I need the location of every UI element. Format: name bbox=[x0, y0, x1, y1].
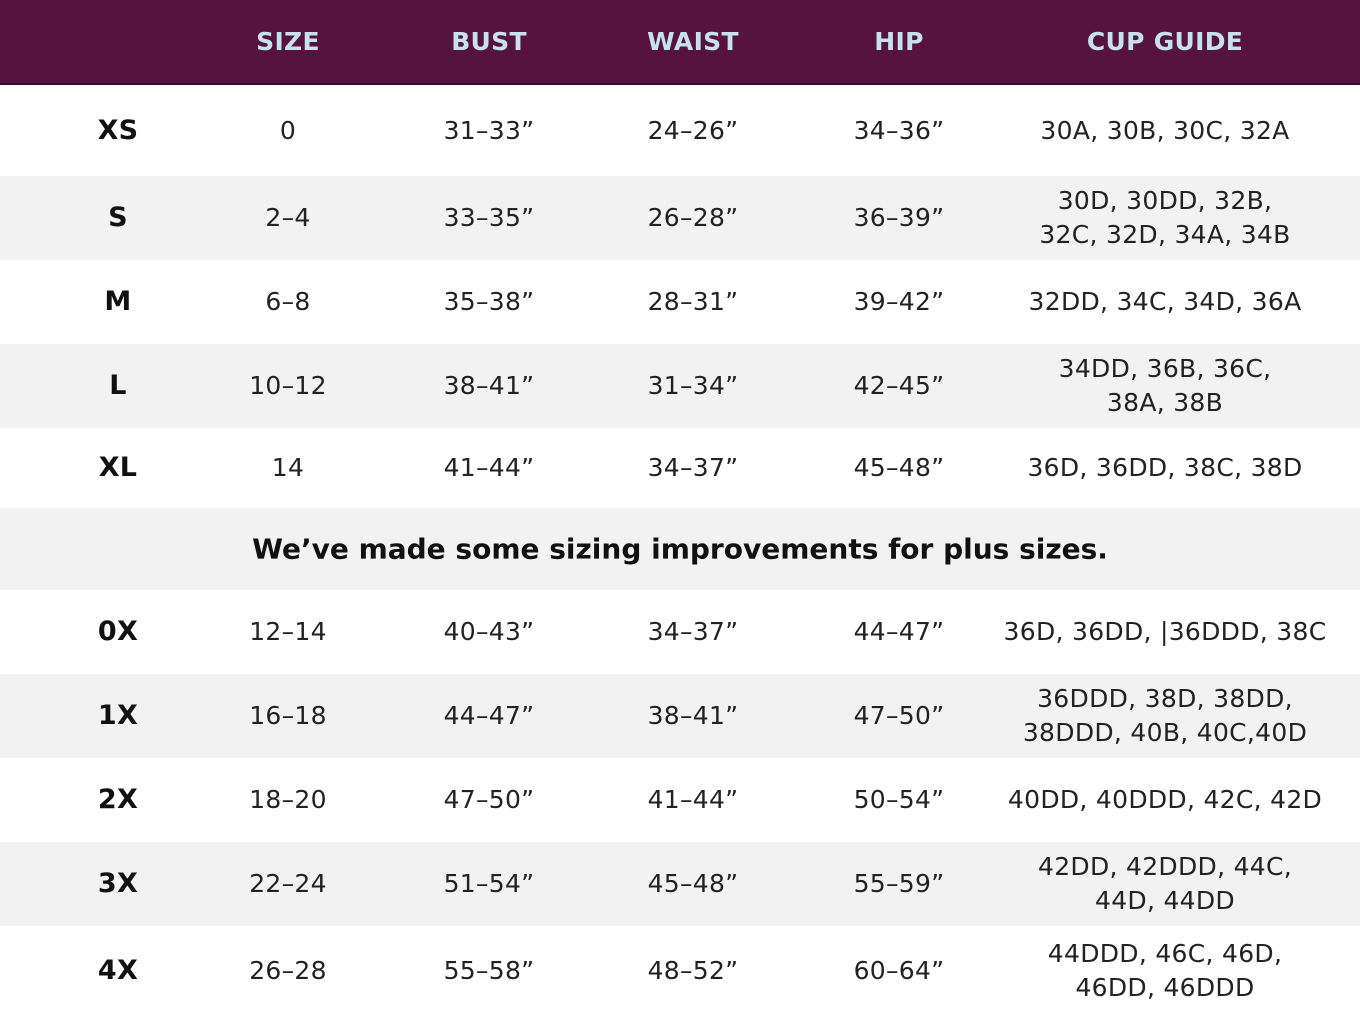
bust-value: 55–58” bbox=[443, 956, 535, 985]
header-bust: BUST bbox=[451, 26, 527, 56]
numeric-size: 2–4 bbox=[265, 203, 311, 232]
table-row: M 6–8 35–38” 28–31” 39–42” 32DD, 34C, 34D, 36… bbox=[0, 260, 1360, 344]
cup-guide-line: 46DD, 46DDD bbox=[1075, 973, 1255, 1002]
hip-value: 47–50” bbox=[853, 701, 945, 730]
cup-guide-value: 32DD, 34C, 34D, 36A bbox=[1029, 285, 1302, 319]
waist-value: 45–48” bbox=[647, 869, 739, 898]
numeric-size: 10–12 bbox=[249, 371, 327, 400]
numeric-size: 18–20 bbox=[249, 785, 327, 814]
cup-guide-line: 32DD, 34C, 34D, 36A bbox=[1028, 287, 1302, 316]
cup-guide-value: 36D, 36DD, 38C, 38D bbox=[1027, 451, 1302, 485]
numeric-size: 12–14 bbox=[249, 617, 327, 646]
bust-value: 35–38” bbox=[443, 287, 535, 316]
bust-value: 41–44” bbox=[443, 453, 535, 482]
table-row: 1X 16–18 44–47” 38–41” 47–50” 36DDD, 38D, 38D… bbox=[0, 674, 1360, 758]
cup-guide-value: 42DD, 42DDD, 44C, 44D, 44DD bbox=[1038, 850, 1292, 918]
cup-guide-line: 34DD, 36B, 36C, bbox=[1058, 354, 1272, 383]
cup-guide-line: 30A, 30B, 30C, 32A bbox=[1040, 115, 1290, 145]
cup-guide-value: 40DD, 40DDD, 42C, 42D bbox=[1008, 783, 1322, 817]
table-row: L 10–12 38–41” 31–34” 42–45” 34DD, 36B, 36C, 3… bbox=[0, 344, 1360, 428]
cup-guide-line: 40DD, 40DDD, 42C, 42D bbox=[1007, 785, 1323, 814]
bust-value: 38–41” bbox=[443, 371, 535, 400]
cup-guide-value: 30D, 30DD, 32B, 32C, 32D, 34A, 34B bbox=[1039, 184, 1290, 252]
table-row: 2X 18–20 47–50” 41–44” 50–54” 40DD, 40DDD, 42… bbox=[0, 758, 1360, 842]
cup-guide-line: 32C, 32D, 34A, 34B bbox=[1039, 220, 1291, 249]
cup-guide-value: 36DDD, 38D, 38DD, 38DDD, 40B, 40C,40D bbox=[1023, 682, 1307, 750]
bust-value: 31–33” bbox=[443, 115, 535, 145]
cup-guide-value: 44DDD, 46C, 46D, 46DD, 46DDD bbox=[1048, 937, 1282, 1005]
numeric-size: 22–24 bbox=[249, 869, 327, 898]
waist-value: 34–37” bbox=[647, 453, 739, 482]
table-row: 4X 26–28 55–58” 48–52” 60–64” 44DDD, 46C, 46D… bbox=[0, 926, 1360, 1016]
size-label: 4X bbox=[97, 955, 139, 986]
numeric-size: 0 bbox=[279, 115, 297, 145]
size-label: 0X bbox=[97, 616, 139, 647]
waist-value: 31–34” bbox=[647, 371, 739, 400]
cup-guide-line: 36D, 36DD, |36DDD, 38C bbox=[1003, 617, 1327, 646]
cup-guide-line: 30D, 30DD, 32B, bbox=[1057, 186, 1273, 215]
hip-value: 42–45” bbox=[853, 371, 945, 400]
hip-value: 55–59” bbox=[853, 869, 945, 898]
bust-value: 40–43” bbox=[443, 617, 535, 646]
hip-value: 39–42” bbox=[853, 287, 945, 316]
bust-value: 44–47” bbox=[443, 701, 535, 730]
table-row: 0X 12–14 40–43” 34–37” 44–47” 36D, 36DD, |36D… bbox=[0, 590, 1360, 674]
cup-guide-line: 36D, 36DD, 38C, 38D bbox=[1027, 453, 1303, 482]
hip-value: 50–54” bbox=[853, 785, 945, 814]
size-label: S bbox=[108, 202, 128, 233]
cup-guide-value: 30A, 30B, 30C, 32A bbox=[1040, 114, 1289, 148]
cup-guide-line: 38DDD, 40B, 40C,40D bbox=[1022, 718, 1308, 747]
hip-value: 36–39” bbox=[853, 203, 945, 232]
size-label: 1X bbox=[97, 700, 139, 731]
waist-value: 48–52” bbox=[647, 956, 739, 985]
table-row: 3X 22–24 51–54” 45–48” 55–59” 42DD, 42DDD, 44… bbox=[0, 842, 1360, 926]
plus-size-note-row: We’ve made some sizing improvements for … bbox=[0, 508, 1360, 590]
bust-value: 33–35” bbox=[443, 203, 535, 232]
header-size: SIZE bbox=[256, 26, 320, 56]
table-row: XS 0 31–33” 24–26” 34–36” 30A, 30B, 30C, 32A bbox=[0, 85, 1360, 176]
size-label: M bbox=[104, 286, 132, 317]
cup-guide-line: 44DDD, 46C, 46D, bbox=[1047, 939, 1283, 968]
waist-value: 38–41” bbox=[647, 701, 739, 730]
cup-guide-line: 42DD, 42DDD, 44C, bbox=[1038, 852, 1292, 881]
waist-value: 24–26” bbox=[647, 115, 739, 145]
waist-value: 28–31” bbox=[647, 287, 739, 316]
hip-value: 60–64” bbox=[853, 956, 945, 985]
cup-guide-value: 36D, 36DD, |36DDD, 38C bbox=[1004, 615, 1327, 649]
hip-value: 34–36” bbox=[853, 115, 945, 145]
bust-value: 51–54” bbox=[443, 869, 535, 898]
waist-value: 41–44” bbox=[647, 785, 739, 814]
cup-guide-line: 38A, 38B bbox=[1106, 388, 1224, 417]
numeric-size: 16–18 bbox=[249, 701, 327, 730]
cup-guide-line: 44D, 44DD bbox=[1095, 886, 1235, 915]
table-row: S 2–4 33–35” 26–28” 36–39” 30D, 30DD, 32B, 32C… bbox=[0, 176, 1360, 260]
table-header: SIZE BUST WAIST HIP CUP GUIDE bbox=[0, 0, 1360, 85]
numeric-size: 6–8 bbox=[265, 287, 311, 316]
header-cup-guide: CUP GUIDE bbox=[1086, 26, 1244, 56]
size-label: L bbox=[109, 370, 127, 401]
hip-value: 45–48” bbox=[853, 453, 945, 482]
waist-value: 26–28” bbox=[647, 203, 739, 232]
header-hip: HIP bbox=[874, 26, 924, 56]
hip-value: 44–47” bbox=[853, 617, 945, 646]
size-label: 3X bbox=[97, 868, 139, 899]
cup-guide-value: 34DD, 36B, 36C, 38A, 38B bbox=[1059, 352, 1272, 420]
size-label: XL bbox=[98, 452, 138, 483]
waist-value: 34–37” bbox=[647, 617, 739, 646]
numeric-size: 14 bbox=[271, 453, 305, 482]
bust-value: 47–50” bbox=[443, 785, 535, 814]
header-waist: WAIST bbox=[647, 26, 739, 56]
size-label: 2X bbox=[97, 784, 139, 815]
numeric-size: 26–28 bbox=[249, 956, 327, 985]
cup-guide-line: 36DDD, 38D, 38DD, bbox=[1037, 684, 1293, 713]
table-row: XL 14 41–44” 34–37” 45–48” 36D, 36DD, 38C, 38… bbox=[0, 428, 1360, 508]
plus-size-note: We’ve made some sizing improvements for … bbox=[252, 532, 1108, 566]
size-label: XS bbox=[97, 114, 139, 146]
